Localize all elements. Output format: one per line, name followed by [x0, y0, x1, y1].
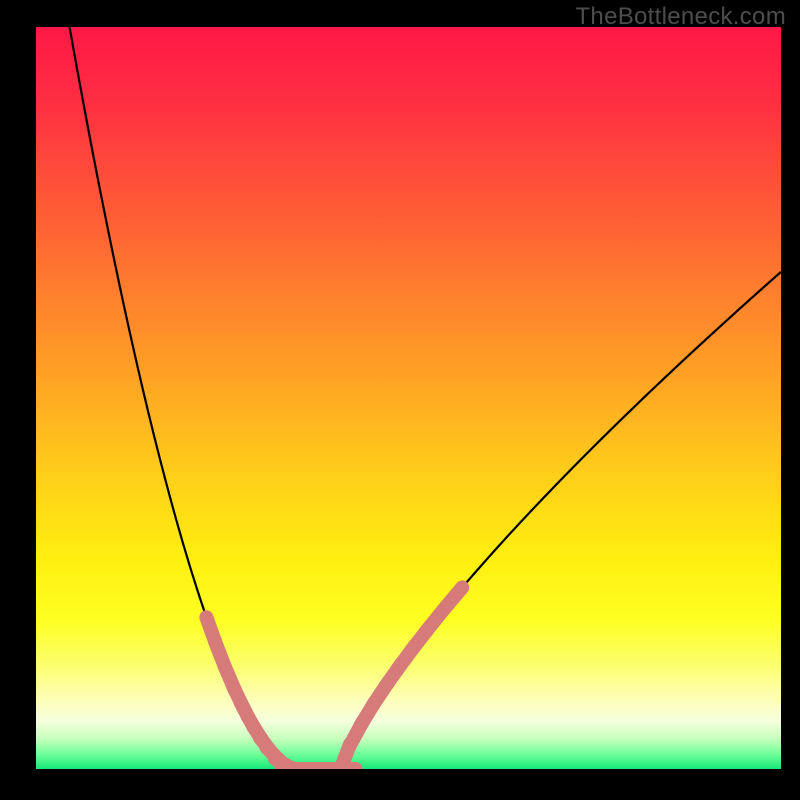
outer-frame: TheBottleneck.com — [0, 0, 800, 800]
plot-area — [36, 27, 781, 769]
watermark-text: TheBottleneck.com — [575, 3, 786, 31]
plot-svg — [36, 27, 781, 769]
